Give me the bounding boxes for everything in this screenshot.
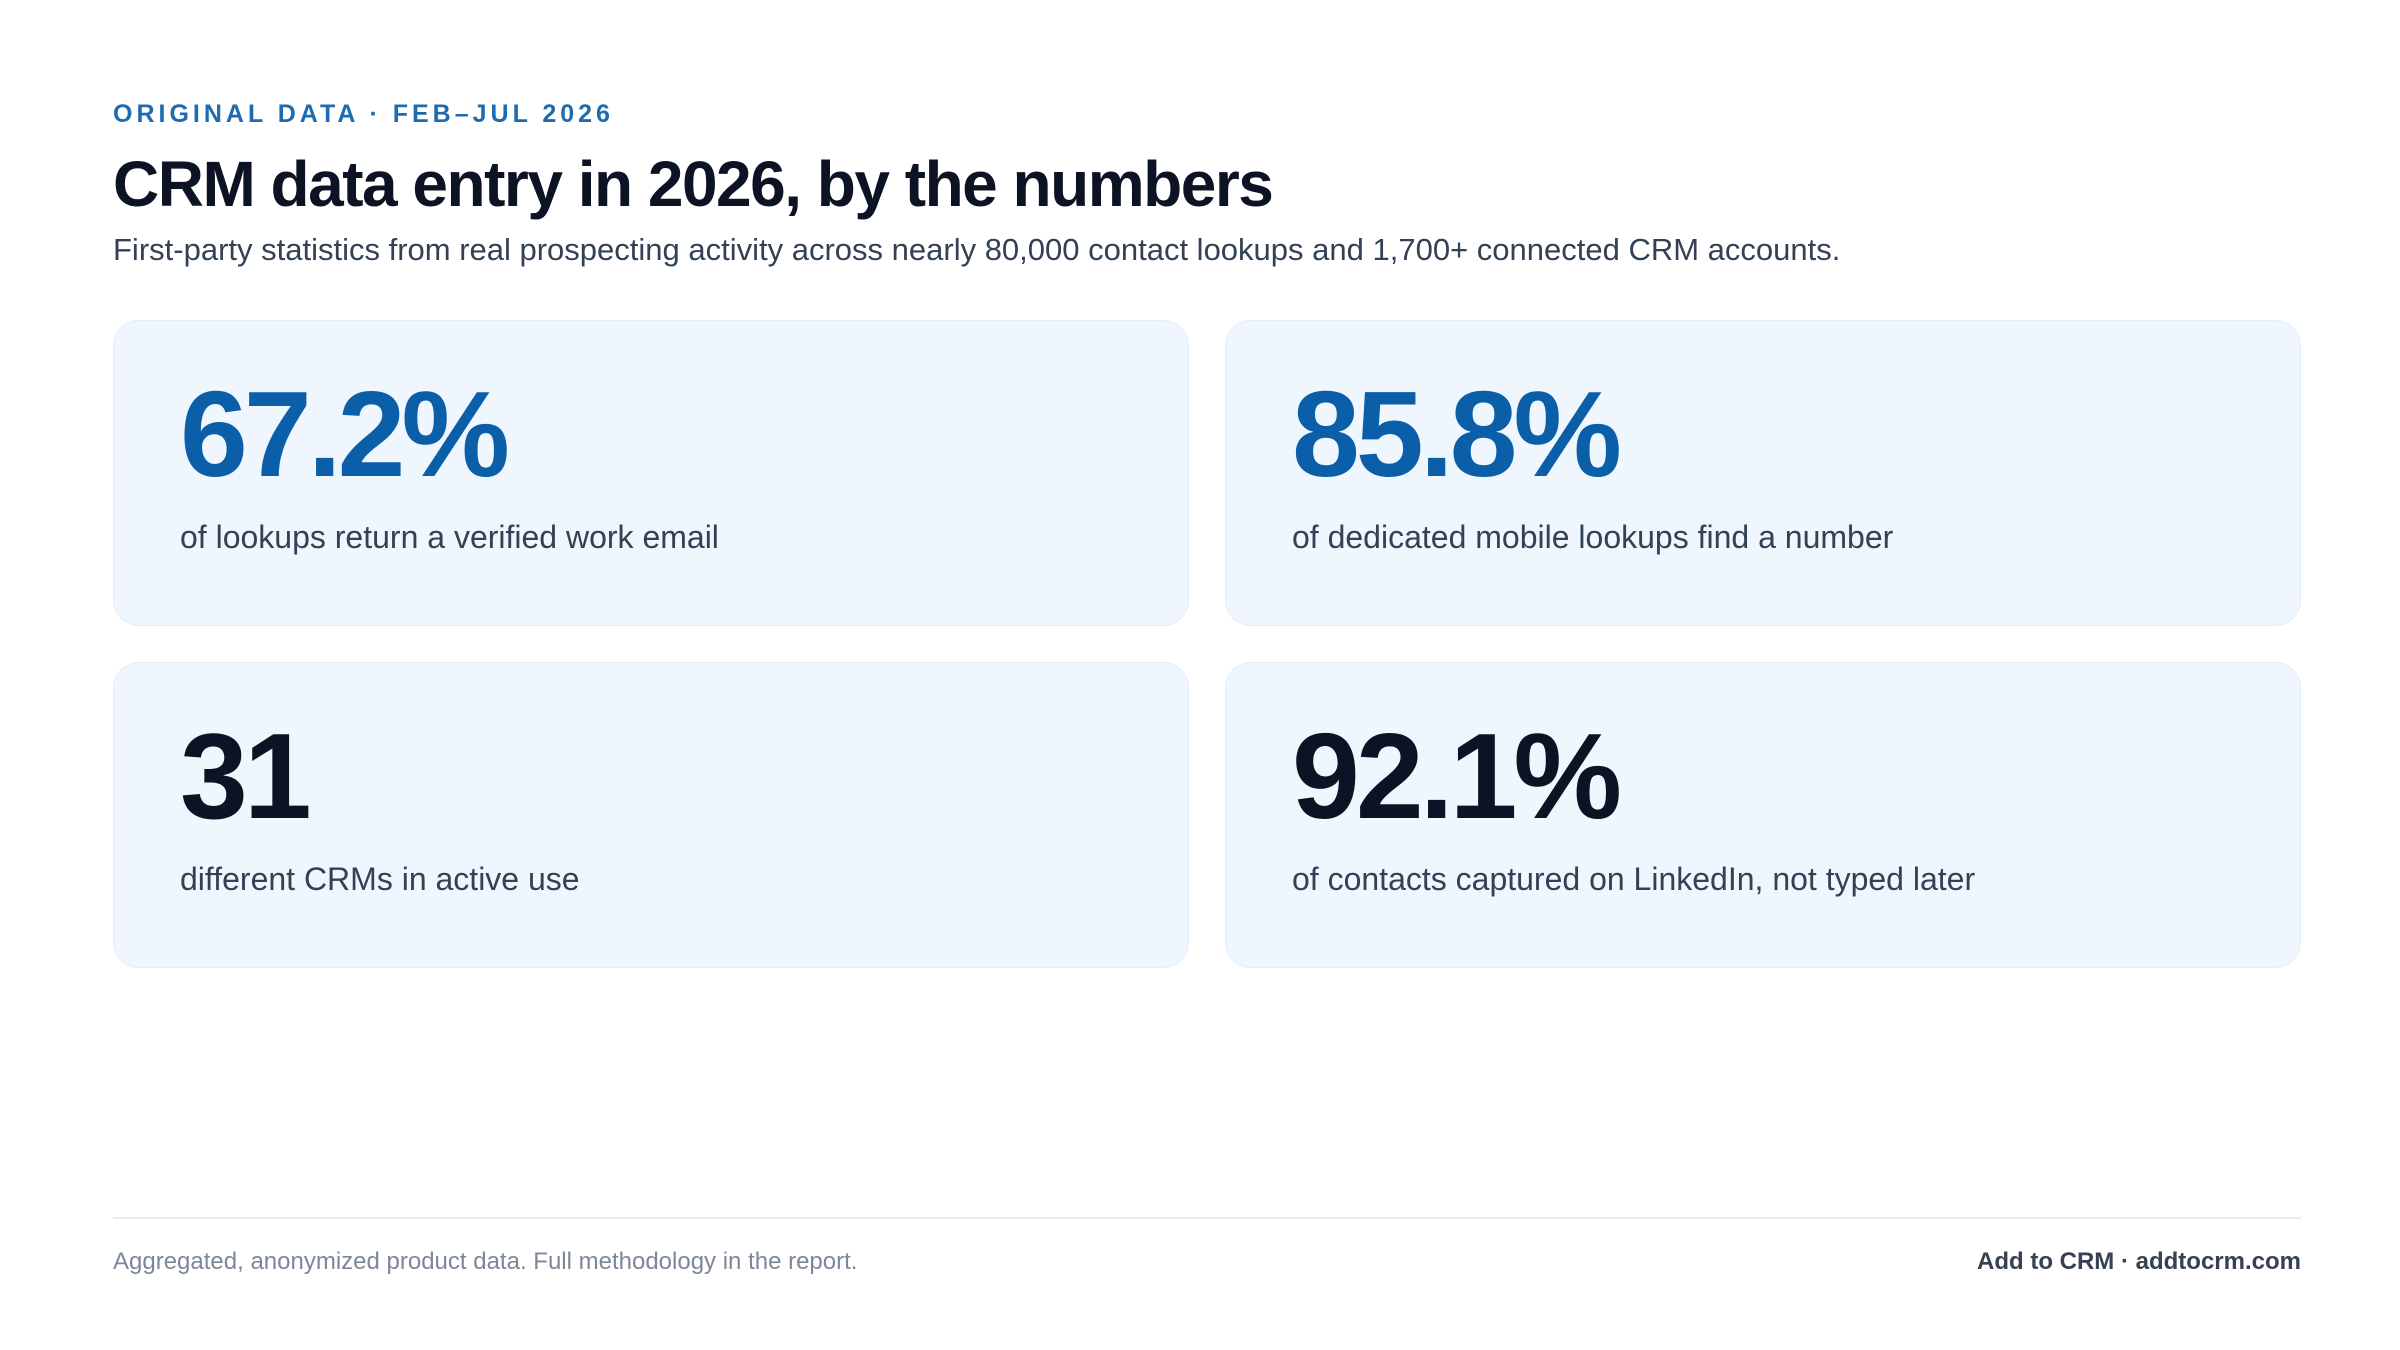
stat-label: of dedicated mobile lookups find a numbe…	[1292, 519, 1894, 555]
footer-divider	[113, 1217, 2301, 1219]
stat-value: 67.2%	[180, 366, 510, 502]
stat-value: 31	[180, 708, 312, 844]
page-title: CRM data entry in 2026, by the numbers	[113, 148, 1274, 220]
page-subtitle: First-party statistics from real prospec…	[113, 232, 1841, 267]
stat-label: of lookups return a verified work email	[180, 519, 719, 555]
stat-card-verified-email: 67.2% of lookups return a verified work …	[113, 320, 1189, 626]
brand-credit: Add to CRM · addtocrm.com	[1977, 1248, 2301, 1275]
stats-grid: 67.2% of lookups return a verified work …	[113, 320, 2301, 968]
methodology-note: Aggregated, anonymized product data. Ful…	[113, 1248, 858, 1275]
stat-value: 85.8%	[1292, 366, 1622, 502]
stat-label: of contacts captured on LinkedIn, not ty…	[1292, 861, 1976, 897]
stat-card-mobile-number: 85.8% of dedicated mobile lookups find a…	[1225, 320, 2301, 626]
eyebrow-label: ORIGINAL DATA · FEB–JUL 2026	[113, 100, 614, 128]
stats-page: ORIGINAL DATA · FEB–JUL 2026 CRM data en…	[113, 0, 2301, 1350]
stat-label: different CRMs in active use	[180, 861, 580, 897]
stat-value: 92.1%	[1292, 708, 1622, 844]
stat-card-linkedin-capture: 92.1% of contacts captured on LinkedIn, …	[1225, 662, 2301, 968]
stat-card-crm-count: 31 different CRMs in active use	[113, 662, 1189, 968]
